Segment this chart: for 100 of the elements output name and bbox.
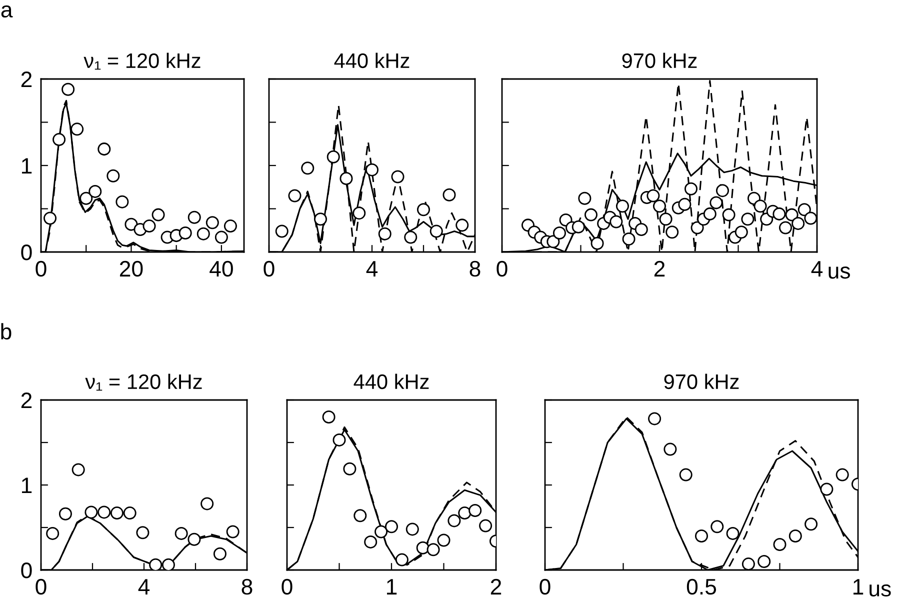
point [98, 142, 111, 156]
point [110, 506, 124, 520]
point [200, 497, 214, 510]
point [142, 220, 156, 233]
point [416, 541, 430, 554]
x-tick-label: 0 [496, 260, 508, 277]
point [754, 200, 767, 213]
point [437, 534, 450, 547]
point [332, 433, 346, 446]
point [404, 230, 418, 244]
point [684, 182, 698, 196]
x-tick-label: 1 [387, 579, 397, 594]
x-tick-label: 4 [366, 261, 378, 276]
x-axis-title: us [828, 266, 850, 279]
point [798, 203, 811, 216]
point [162, 558, 175, 570]
y-tick-label: 2 [21, 392, 32, 408]
text: a [1, 5, 13, 18]
point [374, 525, 388, 538]
x-tick-label: 0 [36, 578, 46, 595]
point [340, 172, 353, 185]
point [773, 538, 786, 552]
point [804, 212, 817, 225]
x-tick-label: 8 [242, 578, 252, 595]
point [820, 482, 834, 496]
point [416, 203, 430, 216]
point [578, 192, 592, 205]
chart-title: 440 kHz [354, 374, 429, 390]
point [456, 218, 469, 232]
point [352, 206, 366, 220]
point [426, 543, 440, 556]
point [384, 520, 398, 534]
point [792, 216, 805, 230]
point [690, 221, 704, 234]
point [314, 212, 328, 226]
point [288, 189, 302, 202]
point [52, 133, 66, 146]
point [646, 189, 660, 202]
point [84, 506, 98, 519]
point [741, 212, 754, 226]
point [88, 184, 102, 198]
point [178, 226, 192, 240]
point [726, 526, 740, 540]
text: b [1, 323, 12, 340]
point [678, 198, 692, 211]
chart-title: 970 kHz [664, 374, 739, 390]
point [552, 226, 566, 240]
point [468, 504, 482, 518]
point [80, 192, 93, 205]
point [174, 526, 188, 540]
x-tick-label: 4 [138, 579, 150, 594]
point [106, 169, 120, 182]
point [652, 200, 666, 213]
y-tick-label: 1 [22, 478, 32, 494]
point [616, 200, 629, 213]
x-tick-label: 0 [36, 260, 46, 277]
x-tick-label: 0 [540, 578, 550, 595]
point [622, 232, 636, 246]
y-tick-label: 2 [21, 72, 32, 88]
point [46, 526, 60, 540]
point [322, 410, 336, 424]
point [275, 224, 288, 238]
y-tick-label: 1 [22, 158, 32, 174]
point [354, 509, 367, 522]
point [546, 235, 560, 248]
point [149, 558, 162, 570]
point [634, 223, 648, 236]
point [710, 520, 724, 534]
point [703, 207, 716, 220]
point [430, 224, 443, 238]
point [448, 514, 461, 528]
point [136, 526, 150, 540]
x-tick-label: 8 [470, 260, 480, 277]
point [610, 215, 623, 228]
point [365, 163, 379, 176]
point [188, 532, 201, 546]
chart-title: 970 kHz [622, 52, 697, 68]
point [214, 230, 228, 244]
chart-title: ν₁ = 120 kHz [85, 374, 202, 391]
point [772, 207, 786, 220]
point [206, 216, 219, 230]
point [659, 212, 672, 226]
point [694, 529, 708, 543]
x-tick-label: 40 [210, 260, 233, 277]
point [301, 162, 314, 175]
point [458, 506, 472, 520]
point [572, 220, 585, 234]
point [224, 220, 237, 233]
point [326, 150, 340, 164]
point [364, 535, 378, 548]
point [124, 218, 138, 231]
y-tick-label: 0 [21, 562, 32, 578]
point [804, 518, 818, 531]
point [710, 196, 723, 210]
x-tick-label: 1 [854, 579, 864, 594]
chart-title: 440 kHz [334, 52, 410, 68]
point [648, 412, 662, 426]
point [442, 188, 456, 202]
point [758, 554, 771, 568]
point [70, 122, 84, 136]
